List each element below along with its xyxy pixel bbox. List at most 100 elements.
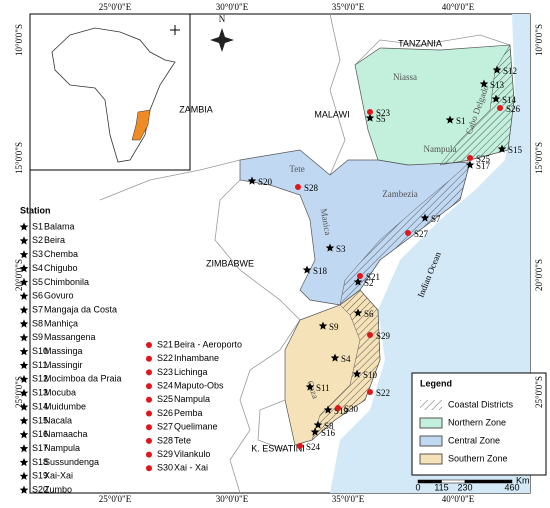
station-name: Lichinga <box>174 367 208 377</box>
list-marker <box>19 374 29 383</box>
list-marker <box>146 383 152 390</box>
station-code: S5 <box>32 277 43 287</box>
station-code: S9 <box>32 332 43 342</box>
station-marker <box>465 160 475 169</box>
station-map-label: S29 <box>376 331 391 341</box>
station-map-label: S11 <box>316 383 330 393</box>
list-marker <box>19 471 29 480</box>
list-marker <box>19 222 29 231</box>
station-code: S3 <box>32 249 43 259</box>
station-code: S11 <box>32 360 47 370</box>
list-marker <box>146 355 152 362</box>
list-marker <box>19 277 29 286</box>
station-marker <box>305 382 315 391</box>
station-marker <box>353 277 363 286</box>
station-name: Manhiça <box>44 318 78 328</box>
station-marker <box>318 321 328 330</box>
station-name: Muidumbe <box>44 401 86 411</box>
inset-compass <box>170 25 180 35</box>
lon-label: 25°0'0"E <box>99 2 132 12</box>
station-map-label: S18 <box>313 266 328 276</box>
legend-label: Central Zone <box>448 435 500 445</box>
station-name: Massangena <box>44 332 96 342</box>
list-marker <box>19 250 29 259</box>
station-code: S30 <box>157 463 173 473</box>
station-marker <box>325 243 335 252</box>
station-name: Namaacha <box>44 429 88 439</box>
station-name: Quelimane <box>174 422 218 432</box>
station-map-label: S24 <box>306 442 321 452</box>
province-label: Tete <box>289 164 304 174</box>
lon-label: 35°0'0"E <box>332 2 365 12</box>
province-label: Nampula <box>424 144 457 154</box>
inset-mozambique <box>131 109 151 141</box>
station-code: S24 <box>157 380 173 390</box>
station-map-label: S12 <box>503 66 517 76</box>
lat-label: 20°0'0"S <box>14 259 24 291</box>
list-marker <box>19 457 29 467</box>
station-code: S22 <box>157 353 173 363</box>
station-marker <box>295 184 301 190</box>
legend-label: Southern Zone <box>448 453 508 463</box>
country-label: ZAMBIA <box>179 104 213 114</box>
station-code: S25 <box>157 394 173 404</box>
station-marker <box>352 369 362 378</box>
station-code: S19 <box>32 471 48 481</box>
lat-label: 20°0'0"S <box>534 259 544 291</box>
station-map-label: S16 <box>321 428 336 438</box>
lat-label: 25°0'0"S <box>534 376 544 408</box>
station-marker <box>367 389 373 395</box>
station-map-label: S6 <box>364 309 374 319</box>
scale-label: 460 <box>504 482 519 492</box>
lon-label: 40°0'0"E <box>442 2 475 12</box>
station-map-label: S5 <box>376 114 386 124</box>
station-marker <box>479 79 489 88</box>
list-marker <box>19 388 29 397</box>
station-code: S29 <box>157 449 173 459</box>
station-name: Beira <box>44 235 65 245</box>
station-code: S17 <box>32 443 48 453</box>
scale-unit: Km <box>516 475 530 485</box>
station-marker <box>330 353 340 362</box>
station-map-label: S15 <box>508 145 523 155</box>
scale-label: 115 <box>434 482 448 492</box>
station-code: S10 <box>32 346 48 356</box>
station-code: S4 <box>32 263 43 273</box>
list-marker <box>146 465 152 472</box>
station-name: Nacala <box>44 415 72 425</box>
scale-segment <box>464 479 513 484</box>
list-marker <box>19 236 29 245</box>
legend-swatch <box>419 417 443 429</box>
list-marker <box>19 485 29 494</box>
station-map-label: S19 <box>334 406 349 416</box>
coastal-districts <box>311 44 515 441</box>
list-marker <box>19 291 29 300</box>
station-name: Nampula <box>174 394 210 404</box>
legend-swatch <box>419 453 443 465</box>
station-map-label: S14 <box>502 95 517 105</box>
list-marker <box>146 396 152 403</box>
station-name: Zumbo <box>44 485 72 495</box>
station-code: S6 <box>32 291 43 301</box>
station-map-label: S27 <box>414 229 429 239</box>
station-name: Mocimboa da Praia <box>44 374 122 384</box>
station-marker <box>405 230 411 236</box>
station-map-label: S21 <box>366 272 380 282</box>
station-name: Balama <box>44 221 75 231</box>
station-name: Massinga <box>44 346 83 356</box>
legend-label: Coastal Districts <box>448 399 514 409</box>
station-map-label: S3 <box>336 244 346 254</box>
station-code: S15 <box>32 415 48 425</box>
province-label: Zambezia <box>382 189 417 199</box>
list-marker <box>146 410 152 417</box>
station-marker <box>247 176 257 185</box>
station-name: Tete <box>174 435 191 445</box>
lat-label: 15°0'0"S <box>14 142 24 174</box>
station-code: S1 <box>32 221 43 231</box>
station-map-label: S2 <box>364 278 374 288</box>
station-name: Nampula <box>44 443 80 453</box>
scale-label: 230 <box>457 482 472 492</box>
station-name: Xai - Xai <box>174 463 208 473</box>
station-map-label: S25 <box>476 154 491 164</box>
